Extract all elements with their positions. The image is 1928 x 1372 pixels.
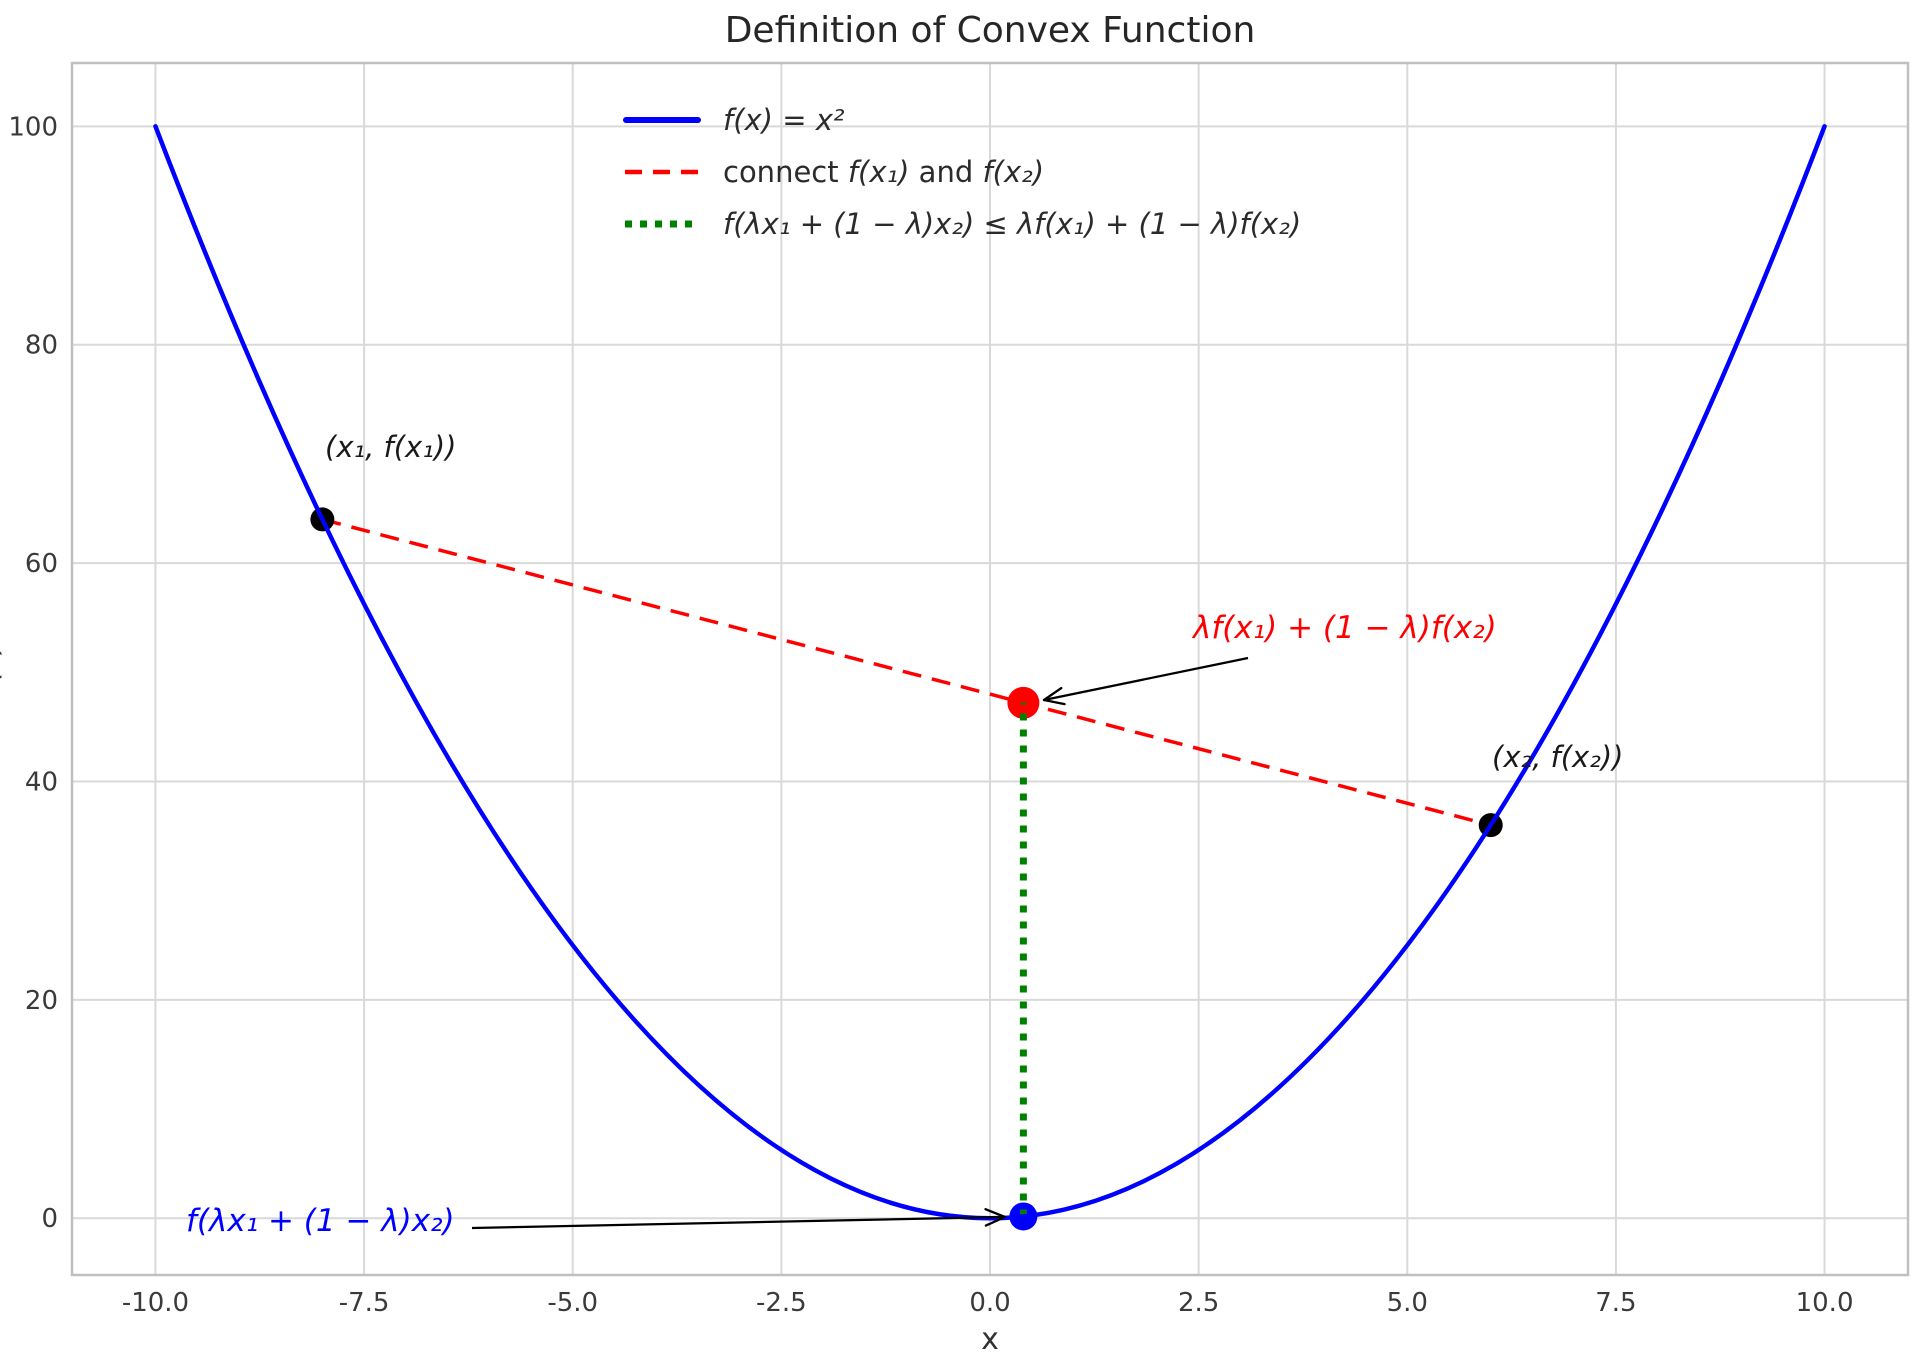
chord-annotation-arrow-head (1042, 698, 1066, 706)
legend-chord-math1: f(x₁) (847, 155, 910, 189)
chord-annotation-arrow-head (1042, 686, 1063, 702)
x-tick-label: 0.0 (969, 1288, 1010, 1318)
curve-point-annotation: f(λx₁ + (1 − λ)x₂) (186, 1203, 455, 1239)
legend-dashed-line-sample (625, 169, 699, 175)
x-tick-label: 7.5 (1595, 1288, 1636, 1318)
legend-solid-line-sample (623, 117, 701, 123)
x-tick-label: 5.0 (1387, 1288, 1428, 1318)
point2-label: (x₂, f(x₂)) (1492, 740, 1624, 774)
legend-label-inequality: f(λx₁ + (1 − λ)x₂) ≤ λf(x₁) + (1 − λ)f(x… (723, 207, 1302, 241)
x-tick-label: 2.5 (1178, 1288, 1219, 1318)
chord-point-annotation: λf(x₁) + (1 − λ)f(x₂) (1193, 610, 1497, 646)
legend-label-chord: connect f(x₁) and f(x₂) (723, 155, 1044, 189)
curve-annotation-arrow-head (984, 1208, 1007, 1219)
y-tick-label: 80 (25, 331, 58, 361)
legend-dotted-line-sample (625, 220, 699, 228)
chart-title: Definition of Convex Function (724, 10, 1256, 51)
x-axis-label: x (981, 1322, 999, 1357)
curve-annotation-arrow-line (471, 1215, 1006, 1230)
x-tick-label: -7.5 (339, 1288, 390, 1318)
x-tick-label: -10.0 (122, 1288, 189, 1318)
x-tick-label: 10.0 (1796, 1288, 1854, 1318)
legend-chord-text-pre: connect (723, 155, 848, 189)
y-axis-label: f(x) (0, 641, 6, 694)
y-tick-label: 60 (25, 549, 58, 579)
legend-chord-text-mid: and (909, 155, 983, 189)
curve-annotation-arrow-head (984, 1215, 1007, 1227)
y-tick-label: 0 (41, 1204, 58, 1234)
x-tick-label: -2.5 (756, 1288, 807, 1318)
legend-item-chord: connect f(x₁) and f(x₂) (623, 146, 1301, 198)
legend: f(x) = x² connect f(x₁) and f(x₂) f(λx₁ … (623, 94, 1301, 250)
y-tick-label: 40 (25, 767, 58, 797)
chord-line (321, 517, 1492, 827)
y-tick-label: 20 (25, 986, 58, 1016)
plot-border (70, 61, 1910, 1277)
x-tick-label: -5.0 (547, 1288, 598, 1318)
chord-annotation-arrow-line (1043, 656, 1249, 702)
point1-label: (x₁, f(x₁)) (325, 430, 457, 464)
legend-chord-math2: f(x₂) (982, 155, 1045, 189)
y-tick-label: 100 (8, 112, 58, 142)
legend-item-curve: f(x) = x² (623, 94, 1301, 146)
legend-label-curve: f(x) = x² (723, 103, 845, 137)
legend-item-inequality: f(λx₁ + (1 − λ)x₂) ≤ λf(x₁) + (1 − λ)f(x… (623, 198, 1301, 250)
